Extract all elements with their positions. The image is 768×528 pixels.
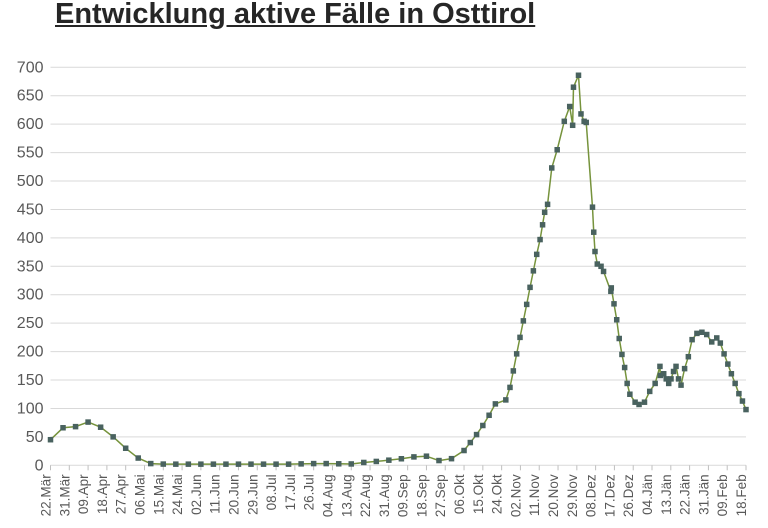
svg-text:17.Dez: 17.Dez [602, 474, 617, 517]
svg-text:08.Dez: 08.Dez [584, 474, 599, 517]
svg-text:18.Apr: 18.Apr [95, 474, 110, 514]
svg-text:450: 450 [17, 201, 44, 218]
svg-text:15.Mai: 15.Mai [151, 474, 166, 515]
svg-text:06.Okt: 06.Okt [452, 474, 467, 514]
svg-text:650: 650 [17, 88, 44, 105]
svg-text:600: 600 [17, 116, 44, 133]
svg-text:09.Feb: 09.Feb [715, 474, 730, 516]
svg-text:31.Jän: 31.Jän [696, 474, 711, 515]
svg-text:200: 200 [17, 344, 44, 361]
svg-text:22.Jän: 22.Jän [678, 474, 693, 515]
svg-text:27.Apr: 27.Apr [114, 474, 129, 514]
svg-text:17.Jul: 17.Jul [283, 474, 298, 510]
svg-text:26.Jul: 26.Jul [302, 474, 317, 510]
svg-text:20.Jun: 20.Jun [226, 474, 241, 515]
svg-text:350: 350 [17, 258, 44, 275]
svg-text:06.Mai: 06.Mai [132, 474, 147, 515]
svg-text:700: 700 [17, 59, 44, 76]
svg-text:50: 50 [26, 429, 44, 446]
svg-text:26.Dez: 26.Dez [621, 474, 636, 517]
svg-text:500: 500 [17, 173, 44, 190]
svg-text:27.Sep: 27.Sep [433, 474, 448, 517]
svg-text:29.Jun: 29.Jun [245, 474, 260, 515]
svg-text:550: 550 [17, 145, 44, 162]
svg-text:13.Aug: 13.Aug [339, 474, 354, 517]
svg-text:250: 250 [17, 315, 44, 332]
svg-text:18.Sep: 18.Sep [414, 474, 429, 517]
svg-text:02.Nov: 02.Nov [508, 474, 523, 517]
svg-text:31.Aug: 31.Aug [377, 474, 392, 517]
svg-text:11.Jun: 11.Jun [208, 474, 223, 514]
svg-text:0: 0 [35, 457, 44, 474]
svg-text:09.Sep: 09.Sep [396, 474, 411, 517]
svg-text:18.Feb: 18.Feb [734, 474, 749, 516]
svg-text:150: 150 [17, 372, 44, 389]
svg-text:400: 400 [17, 230, 44, 247]
svg-text:04.Jän: 04.Jän [640, 474, 655, 515]
svg-text:29.Nov: 29.Nov [565, 474, 580, 517]
svg-text:20.Nov: 20.Nov [546, 474, 561, 517]
svg-text:11.Nov: 11.Nov [527, 474, 542, 516]
svg-text:100: 100 [17, 400, 44, 417]
svg-text:22.Aug: 22.Aug [358, 474, 373, 517]
svg-text:02.Jun: 02.Jun [189, 474, 204, 515]
svg-text:24.Mai: 24.Mai [170, 474, 185, 515]
svg-text:15.Okt: 15.Okt [471, 474, 486, 514]
svg-text:31.Mär: 31.Mär [57, 474, 72, 517]
svg-text:09.Apr: 09.Apr [76, 474, 91, 514]
svg-text:300: 300 [17, 287, 44, 304]
svg-text:13.Jän: 13.Jän [659, 474, 674, 515]
svg-text:22.Mär: 22.Mär [39, 474, 54, 517]
svg-text:08.Jul: 08.Jul [264, 474, 279, 510]
svg-text:04.Aug: 04.Aug [320, 474, 335, 517]
svg-text:24.Okt: 24.Okt [490, 474, 505, 514]
